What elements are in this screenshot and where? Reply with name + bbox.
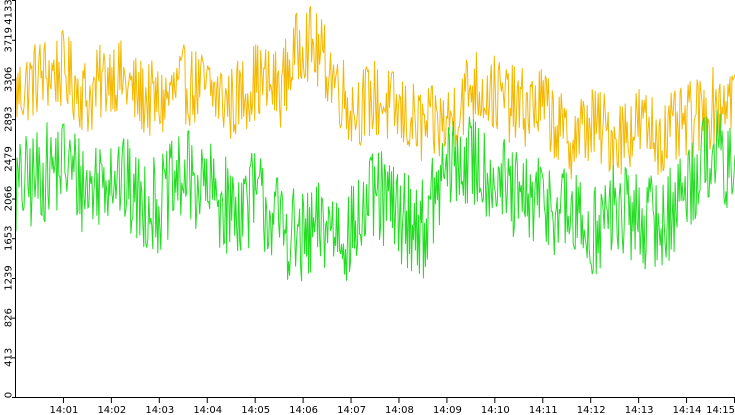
x-tick-label: 14:05: [241, 405, 270, 415]
y-tick-label: 3719: [4, 27, 15, 52]
y-tick-label: 3306: [4, 67, 15, 92]
x-tick-label: 14:01: [50, 405, 79, 415]
x-tick-label: 14:06: [289, 405, 318, 415]
x-tick-label: 14:09: [433, 405, 462, 415]
y-tick-label: 2893: [4, 106, 15, 131]
x-tick-label: 14:07: [337, 405, 366, 415]
x-tick-label: 14:15: [706, 405, 735, 415]
series-line-2: [15, 109, 735, 282]
x-tick-label: 14:14: [673, 405, 702, 415]
y-tick-label: 4133: [4, 0, 15, 25]
x-tick-label: 14:11: [529, 405, 558, 415]
y-tick-label: 826: [4, 308, 15, 327]
x-tick-label: 14:10: [481, 405, 510, 415]
series-line-1: [15, 6, 735, 180]
x-tick-label: 14:08: [385, 405, 414, 415]
x-tick-label: 14:02: [97, 405, 126, 415]
y-tick-label: 2066: [4, 186, 15, 211]
x-tick-label: 14:04: [193, 405, 222, 415]
x-tick-label: 14:13: [625, 405, 654, 415]
y-tick-label: 413: [4, 348, 15, 367]
y-tick-label: 1653: [4, 225, 15, 250]
y-axis-ticks: 0 413 826 1239 1653 2066 2479 2893 3306 3719 4133: [4, 0, 16, 398]
y-tick-label: 0: [4, 392, 15, 398]
series-layer: [15, 6, 735, 282]
x-tick-label: 14:03: [145, 405, 174, 415]
y-tick-label: 1239: [4, 265, 15, 290]
y-tick-label: 2479: [4, 146, 15, 171]
x-axis-ticks: 14:01 14:02 14:03 14:04 14:05 14:06 14:07 14:08…: [50, 397, 735, 415]
x-tick-label: 14:12: [577, 405, 606, 415]
